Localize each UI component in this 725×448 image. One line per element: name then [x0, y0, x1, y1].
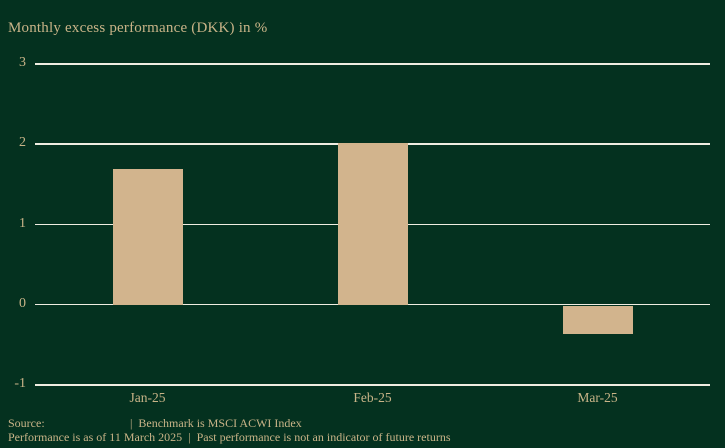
gridline-y-3 — [35, 63, 710, 65]
bar-jan-25 — [112, 168, 183, 306]
y-axis-tick-label: 3 — [19, 55, 26, 70]
chart-footer: Source: | Benchmark is MSCI ACWI Index Pe… — [8, 416, 718, 444]
x-axis-tick-label: Feb-25 — [353, 390, 392, 405]
y-axis-tick-label: 2 — [19, 135, 26, 151]
y-axis-tick-label: 0 — [19, 295, 26, 311]
benchmark-note: | Benchmark is MSCI ACWI Index — [130, 416, 302, 430]
x-axis-tick-label: Mar-25 — [577, 390, 618, 405]
x-axis-tick-label: Jan-25 — [129, 390, 166, 405]
plot-area: 3 2 1 0 -1 Jan-25 Feb-25 Mar-25 — [14, 55, 710, 405]
y-axis-tick-label: 1 — [19, 215, 26, 231]
footer-source-line: Source: | Benchmark is MSCI ACWI Index — [8, 416, 718, 431]
chart-title: Monthly excess performance (DKK) in % — [8, 20, 268, 36]
gridline-y--1 — [35, 384, 710, 386]
source-label: Source: — [8, 416, 45, 430]
footer-disclaimer-line: Performance is as of 11 March 2025 | Pas… — [8, 429, 451, 444]
bar-feb-25 — [337, 143, 408, 306]
y-axis-tick-label: -1 — [14, 376, 26, 391]
bar-mar-25 — [562, 305, 633, 335]
